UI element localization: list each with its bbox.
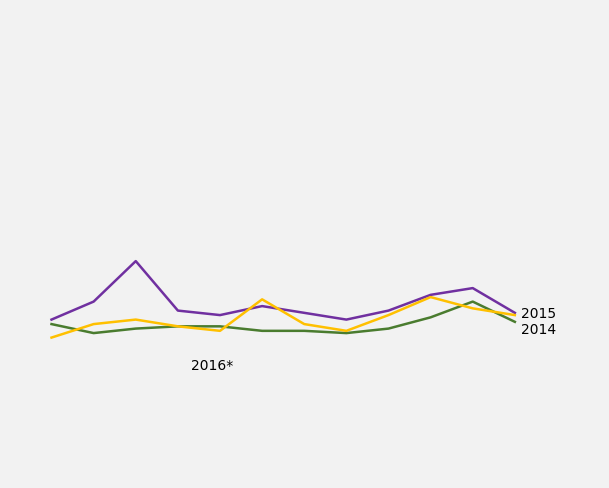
- Text: 2015: 2015: [521, 306, 556, 320]
- Text: 2014: 2014: [521, 322, 556, 336]
- Text: 2016*: 2016*: [191, 358, 233, 372]
